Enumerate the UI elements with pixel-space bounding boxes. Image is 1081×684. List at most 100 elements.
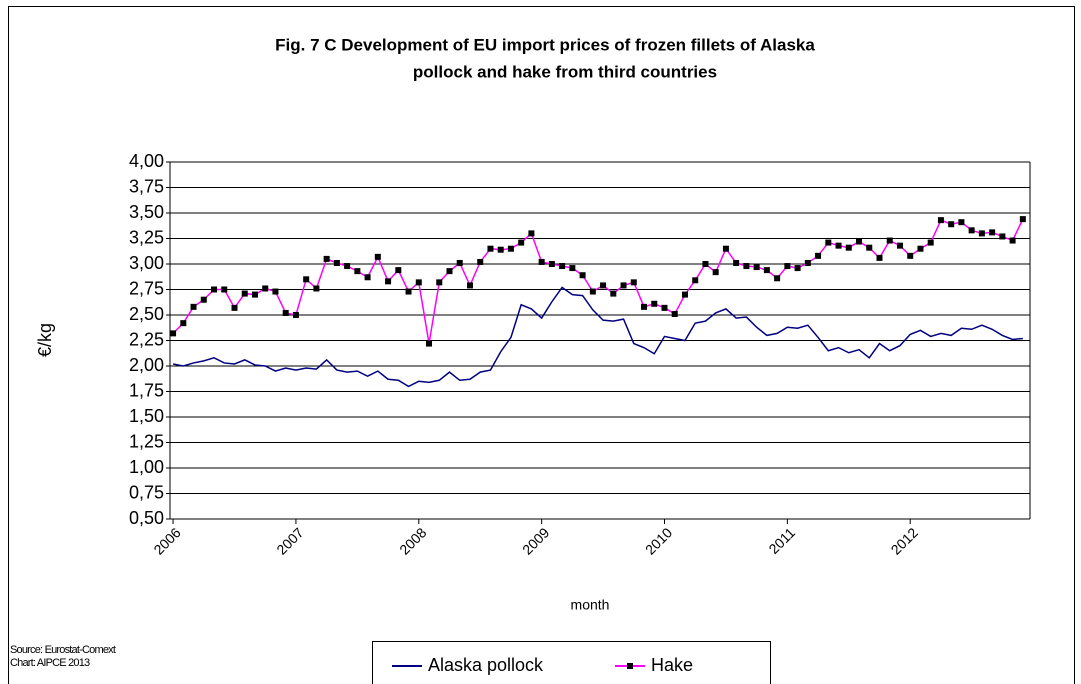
y-tick-label: 1,75 <box>129 380 164 400</box>
series-marker <box>333 259 340 266</box>
y-tick-label: 0,50 <box>129 508 164 528</box>
series-marker <box>825 239 832 246</box>
series-marker <box>241 290 248 297</box>
series-marker <box>610 290 617 297</box>
series-marker <box>190 303 197 310</box>
series-marker <box>456 259 463 266</box>
chart-title: pollock and hake from third countries <box>413 62 717 81</box>
series-marker <box>937 217 944 224</box>
series-marker <box>712 269 719 276</box>
y-tick-label: 3,75 <box>129 176 164 196</box>
series-marker <box>446 268 453 275</box>
y-tick-label: 4,00 <box>129 151 164 171</box>
series-marker <box>661 304 668 311</box>
legend-label: Alaska pollock <box>428 655 544 675</box>
series-marker <box>374 253 381 260</box>
series-marker <box>641 303 648 310</box>
series-marker <box>313 285 320 292</box>
series-marker <box>692 277 699 284</box>
series-marker <box>559 263 566 270</box>
series-marker <box>958 219 965 226</box>
series-marker <box>630 279 637 286</box>
series-marker <box>978 230 985 237</box>
series-marker <box>1019 216 1026 223</box>
series-marker <box>589 288 596 295</box>
series-marker <box>569 265 576 272</box>
legend-label: Hake <box>651 655 693 675</box>
series-marker <box>886 237 893 244</box>
source-note: Chart: AIPCE 2013 <box>10 657 90 669</box>
y-tick-label: 3,50 <box>129 202 164 222</box>
series-marker <box>487 245 494 252</box>
series-marker <box>948 221 955 228</box>
legend-box <box>372 641 771 684</box>
series-marker <box>743 263 750 270</box>
series-marker <box>262 285 269 292</box>
series-marker <box>180 320 187 327</box>
series-marker <box>385 278 392 285</box>
series-marker <box>211 286 218 293</box>
series-marker <box>620 282 627 289</box>
series-marker <box>763 267 770 274</box>
series-marker <box>896 242 903 249</box>
series-marker <box>917 245 924 252</box>
series-marker <box>170 330 177 337</box>
y-axis-label: €/kg <box>35 323 55 357</box>
series-marker <box>395 267 402 274</box>
series-marker <box>671 310 678 317</box>
y-tick-label: 3,00 <box>129 253 164 273</box>
series-marker <box>733 259 740 266</box>
series-marker <box>344 263 351 270</box>
series-marker <box>507 245 514 252</box>
chart-frame <box>8 6 1075 684</box>
series-marker <box>815 252 822 259</box>
series-marker <box>774 275 781 282</box>
series-marker <box>753 264 760 271</box>
series-marker <box>477 258 484 265</box>
chart-title: Fig. 7 C Development of EU import prices… <box>275 35 815 54</box>
series-marker <box>999 233 1006 240</box>
series-marker <box>272 288 279 295</box>
series-marker <box>651 300 658 307</box>
series-marker <box>466 282 473 289</box>
series-marker <box>221 286 228 293</box>
series-marker <box>497 246 504 253</box>
y-tick-label: 1,25 <box>129 431 164 451</box>
series-marker <box>907 252 914 259</box>
series-line <box>172 286 1023 388</box>
y-tick-label: 2,25 <box>129 329 164 349</box>
series-marker <box>784 263 791 270</box>
series-marker <box>548 261 555 267</box>
series-marker <box>292 312 299 318</box>
series-marker <box>845 244 852 251</box>
x-axis-label: month <box>571 597 610 613</box>
series-marker <box>835 242 842 249</box>
series-marker <box>600 282 607 289</box>
series-marker <box>579 272 586 279</box>
series-marker <box>722 245 729 252</box>
y-tick-label: 2,00 <box>129 355 164 375</box>
series-marker <box>927 239 934 246</box>
series-marker <box>989 229 996 236</box>
series-marker <box>364 274 371 281</box>
series-marker <box>426 340 433 347</box>
series-marker <box>354 268 361 275</box>
series-marker <box>856 238 863 245</box>
series-marker <box>1009 237 1016 244</box>
series-marker <box>415 279 422 286</box>
y-tick-label: 1,50 <box>129 406 164 426</box>
series-marker <box>282 309 289 316</box>
series-marker <box>866 244 873 251</box>
series-marker <box>251 291 258 298</box>
series-marker <box>436 279 443 286</box>
series-marker <box>518 239 525 246</box>
series-marker <box>323 255 330 262</box>
y-tick-label: 2,75 <box>129 278 164 298</box>
series-marker <box>405 288 412 295</box>
y-tick-label: 2,50 <box>129 304 164 324</box>
source-note: Source: Eurostat-Comext <box>10 644 116 656</box>
series-marker <box>538 258 545 265</box>
series-marker <box>794 265 801 272</box>
legend-marker <box>627 663 633 669</box>
